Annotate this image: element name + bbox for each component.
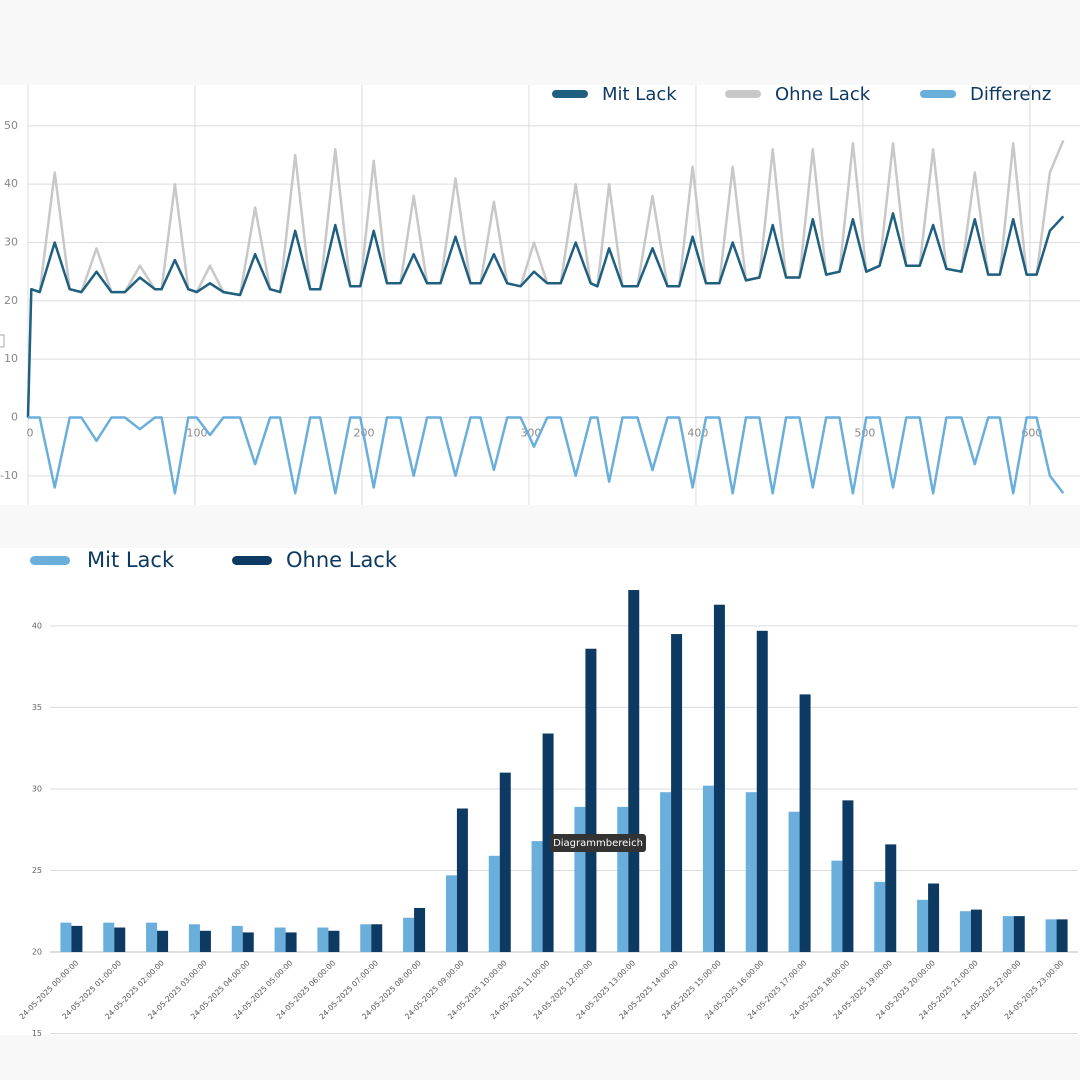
bar xyxy=(917,899,929,952)
legend-swatch xyxy=(30,556,70,565)
bar xyxy=(231,925,243,952)
bar xyxy=(285,932,297,952)
tooltip-box xyxy=(550,834,646,852)
bar xyxy=(371,924,383,952)
legend-swatch xyxy=(232,556,272,565)
bar xyxy=(842,800,854,952)
top-panel xyxy=(0,85,1080,505)
series-line xyxy=(26,212,1065,418)
bar xyxy=(617,806,629,952)
bar xyxy=(574,806,586,952)
y-tick-label: 15 xyxy=(32,1029,42,1038)
y-tick-label: 30 xyxy=(4,236,18,249)
y-tick-label: 0 xyxy=(11,411,18,424)
y-tick-label: 10 xyxy=(4,352,18,365)
bar xyxy=(103,922,115,952)
bar xyxy=(445,875,457,952)
y-tick-label: 30 xyxy=(32,784,42,793)
y-tick-label: 20 xyxy=(4,294,18,307)
bar xyxy=(1002,916,1014,952)
bar xyxy=(874,881,886,952)
legend-label: Mit Lack xyxy=(602,84,677,105)
bar xyxy=(756,630,768,952)
series-line xyxy=(28,416,1065,495)
bar xyxy=(114,927,126,952)
bar xyxy=(788,811,800,952)
bar xyxy=(831,860,843,952)
bar xyxy=(403,917,415,952)
legend-label: Ohne Lack xyxy=(286,548,398,572)
bar xyxy=(585,648,597,952)
bar xyxy=(499,772,511,952)
bottom-panel xyxy=(0,548,1080,1035)
bar xyxy=(488,855,500,952)
bar xyxy=(414,907,426,952)
bar xyxy=(745,792,757,952)
legend-label: Ohne Lack xyxy=(775,84,871,105)
bar xyxy=(60,922,72,952)
x-tick-label: 600 xyxy=(1021,427,1042,440)
bar xyxy=(274,927,286,952)
x-tick-label: 0 xyxy=(27,427,34,440)
y-tick-label: 50 xyxy=(4,119,18,132)
x-tick-label: 500 xyxy=(854,427,875,440)
y-tick-label: -10 xyxy=(0,469,18,482)
bar xyxy=(188,924,200,952)
legend-swatch xyxy=(920,90,956,98)
bar xyxy=(1056,919,1068,952)
bar xyxy=(328,930,340,952)
handle xyxy=(0,334,5,348)
bar xyxy=(702,785,714,952)
bar xyxy=(146,922,158,952)
bar xyxy=(199,930,211,952)
bar xyxy=(628,590,640,952)
bar xyxy=(456,808,468,952)
legend-label: Mit Lack xyxy=(87,548,175,572)
y-tick-label: 20 xyxy=(32,947,42,956)
bar xyxy=(317,927,329,952)
bar xyxy=(970,909,982,952)
bar xyxy=(531,841,543,952)
bar xyxy=(885,844,897,952)
bar xyxy=(660,792,672,952)
y-tick-label: 40 xyxy=(4,177,18,190)
bar xyxy=(713,604,725,952)
bar xyxy=(959,911,971,952)
y-tick-label: 40 xyxy=(32,621,42,630)
bar xyxy=(1013,916,1025,952)
bar xyxy=(1045,919,1057,952)
x-tick-label: 400 xyxy=(687,427,708,440)
y-tick-label: 25 xyxy=(32,866,42,875)
legend-label: Differenz xyxy=(970,84,1051,105)
y-tick-label: 35 xyxy=(32,703,42,712)
legend-swatch xyxy=(725,90,761,98)
bar xyxy=(542,733,554,952)
bar xyxy=(242,932,254,952)
tooltip-text: Diagrammbereich xyxy=(553,838,643,849)
bar xyxy=(360,924,372,952)
bar xyxy=(157,930,169,952)
bar xyxy=(671,634,683,952)
bar xyxy=(71,925,83,952)
legend-swatch xyxy=(552,90,588,98)
x-tick-label: 100 xyxy=(186,427,207,440)
bar xyxy=(799,694,811,952)
bar xyxy=(928,883,940,952)
